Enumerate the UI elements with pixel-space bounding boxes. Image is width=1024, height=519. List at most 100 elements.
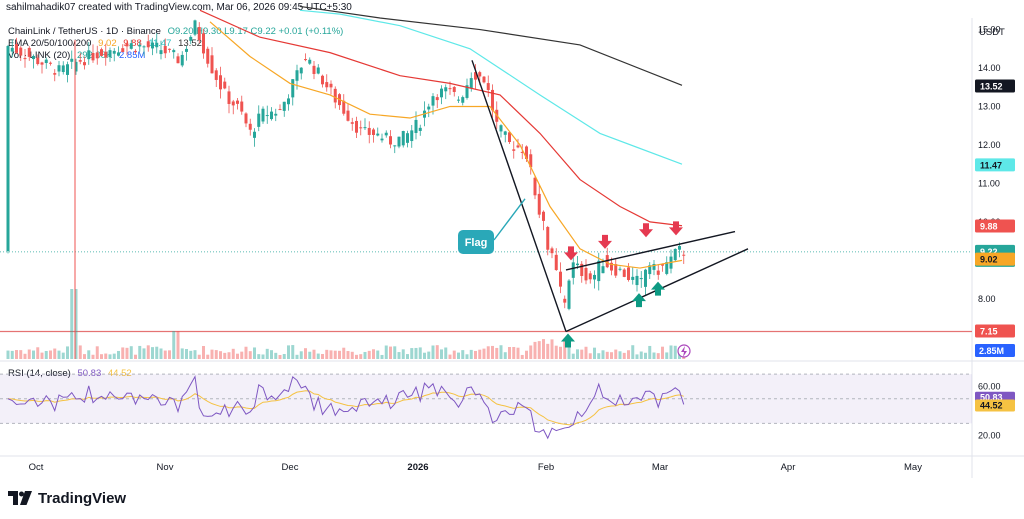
price-tag [975, 252, 1015, 266]
volume-bar [231, 348, 235, 359]
volume-bar [393, 346, 397, 359]
candle-body [19, 47, 23, 56]
candle-body [639, 277, 643, 280]
up-arrow-icon [632, 293, 646, 308]
volume-bar [546, 343, 550, 359]
volume-tag [975, 344, 1015, 357]
volume-label: Vol · LINK (20) [8, 50, 71, 61]
candle-body [270, 111, 273, 120]
volume-bar [401, 349, 405, 359]
volume-bar [499, 345, 503, 359]
rsi-tick-label: 20.00 [978, 431, 1001, 441]
volume-bar [265, 348, 269, 359]
ema-label: EMA 20/50/100/200 [8, 38, 92, 49]
price-tag-text: 11.47 [980, 160, 1002, 170]
x-tick-label: Oct [29, 462, 44, 473]
volume-bar [100, 354, 103, 359]
price-tag-text: 9.88 [980, 222, 998, 232]
candle-body [363, 127, 367, 129]
ema50-line [199, 9, 683, 227]
currency-label[interactable]: USDT [979, 27, 1005, 38]
volume-bar [567, 341, 571, 359]
volume-legend[interactable]: Vol · LINK (20) 292.08K 2.85M [8, 50, 145, 61]
candle-body [397, 136, 401, 147]
candle-body [614, 264, 618, 276]
volume-bar [418, 347, 422, 359]
candle-body [15, 44, 18, 53]
tradingview-logo[interactable]: TradingView [8, 488, 126, 508]
symbol-legend[interactable]: ChainLink / TetherUS · 1D · Binance O9.2… [8, 26, 343, 37]
candle-body [478, 72, 482, 77]
volume-bar [325, 349, 329, 359]
volume-bar [431, 345, 435, 359]
rsi-legend[interactable]: RSI (14, close) 50.83 44.52 [8, 368, 132, 379]
volume-bar [125, 347, 129, 359]
candle-body [138, 44, 142, 47]
candle-body [32, 55, 35, 60]
lightning-icon [681, 346, 687, 357]
candle-body [359, 127, 363, 129]
axes: 8.009.0010.0011.0012.0013.0014.0015.00Oc… [29, 25, 1015, 473]
rsi-tag-text: 50.83 [980, 393, 1003, 403]
volume-bar [376, 350, 380, 359]
volume-bar [435, 345, 439, 359]
y-tick-label: 15.00 [978, 25, 1001, 35]
volume-bar [333, 350, 337, 359]
volume-bar [639, 351, 643, 359]
y-tick-label: 14.00 [978, 63, 1001, 73]
ema20-line [209, 21, 683, 269]
flag-callout[interactable]: Flag [458, 230, 494, 254]
candle-body [389, 136, 392, 145]
candle-body [142, 46, 146, 48]
volume-bar [525, 350, 528, 359]
candle-body [656, 270, 660, 275]
volume-bar [104, 353, 108, 359]
candle-body [367, 127, 371, 135]
volume-bar [227, 352, 231, 359]
volume-bar [669, 345, 673, 359]
candle-body [554, 254, 558, 270]
volume-bars [6, 289, 686, 359]
volume-bar [601, 350, 605, 359]
candle-body [282, 101, 286, 111]
volume-bar [240, 351, 244, 359]
volume-bar [23, 353, 27, 359]
down-arrow-icon [669, 221, 683, 236]
volume-bar [673, 345, 677, 359]
x-tick-label: Mar [652, 462, 668, 473]
rsi-label: RSI (14, close) [8, 368, 71, 379]
volume-bar [219, 351, 222, 359]
volume-bar [367, 350, 371, 359]
volume-bar [444, 347, 448, 359]
volume-bar [248, 351, 252, 359]
candle-body [121, 48, 125, 53]
candle-body [431, 96, 435, 106]
down-arrow-icon [639, 223, 653, 238]
candle-body [278, 109, 282, 111]
candle-body [593, 274, 596, 280]
symbol-line: ChainLink / TetherUS · 1D · Binance [8, 26, 161, 37]
candles [6, 19, 686, 359]
volume-bar [151, 347, 154, 359]
candle-body [6, 46, 10, 252]
volume-bar [108, 354, 112, 359]
candle-body [108, 50, 112, 58]
candle-body [240, 101, 244, 112]
volume-bar [384, 345, 388, 359]
candle-body [461, 97, 465, 103]
volume-bar [214, 350, 218, 359]
volume-bar [580, 349, 584, 359]
volume-bar [648, 345, 652, 359]
volume-bar [210, 349, 214, 359]
x-tick-label: Apr [781, 462, 796, 473]
volume-bar [406, 354, 409, 359]
candle-body [529, 154, 533, 168]
ohlc-values: O9.20 H9.30 L9.17 C9.22 +0.01 (+0.11%) [167, 26, 344, 37]
candle-body [189, 36, 193, 41]
candle-body [401, 130, 405, 146]
volume-bar [244, 346, 248, 359]
candle-body [465, 85, 469, 98]
candle-body [414, 119, 418, 133]
volume-bar [359, 354, 363, 359]
